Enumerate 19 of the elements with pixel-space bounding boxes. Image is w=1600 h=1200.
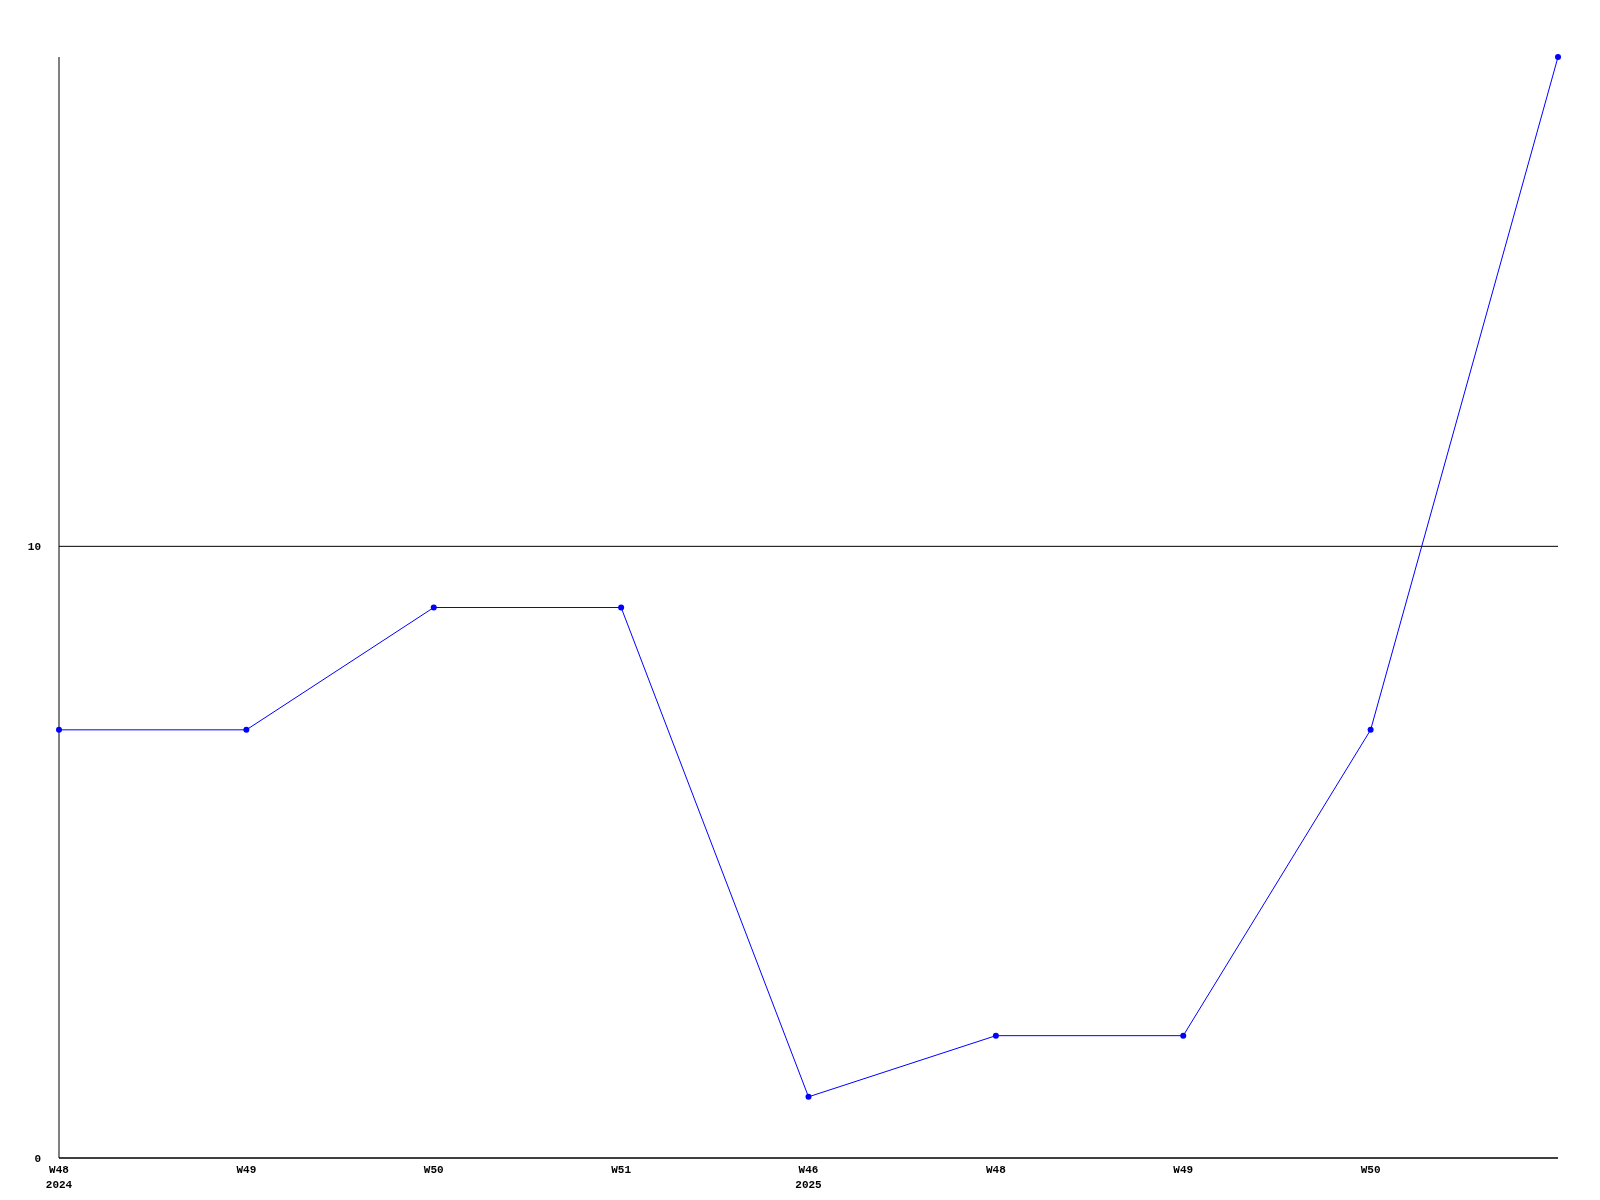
- point: [805, 1093, 812, 1100]
- x-tick-label: W48: [985, 1164, 1007, 1176]
- y-tick-label: 0: [34, 1152, 41, 1165]
- point: [56, 726, 62, 733]
- x-tick-label: W50: [1360, 1164, 1381, 1176]
- x-tick-label: W48 2024: [45, 1164, 73, 1191]
- x-tick-label: W50: [423, 1164, 444, 1176]
- x-tick-label: W51: [611, 1164, 632, 1176]
- point: [243, 726, 250, 733]
- x-tick-label: W49: [1173, 1164, 1194, 1176]
- x-tick-label: W46 2025: [795, 1164, 823, 1191]
- point: [992, 1032, 999, 1039]
- y-tick-label: 10: [27, 541, 41, 554]
- x-tick-label: W49: [236, 1164, 257, 1176]
- point: [430, 604, 437, 611]
- point: [618, 604, 625, 611]
- point: [1180, 1032, 1187, 1039]
- point: [1367, 726, 1374, 733]
- point: [1555, 54, 1561, 60]
